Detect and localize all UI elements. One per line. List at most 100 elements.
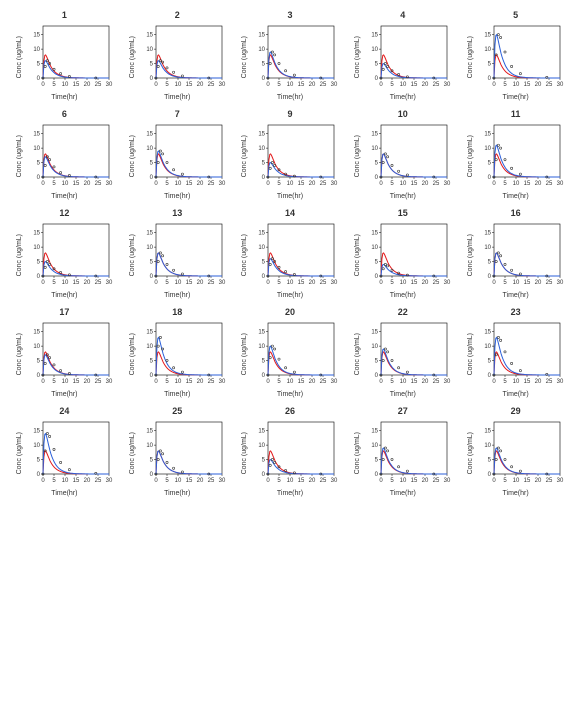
svg-text:10: 10 [513, 82, 520, 88]
obs-point [497, 34, 499, 36]
x-axis-label: Time(hr) [51, 193, 77, 200]
pk-chart: 051015202530051015 [25, 220, 113, 290]
panel-title: 25 [172, 406, 182, 416]
svg-text:20: 20 [196, 82, 203, 88]
svg-text:10: 10 [513, 181, 520, 187]
svg-text:0: 0 [380, 181, 384, 187]
svg-text:15: 15 [259, 231, 266, 237]
svg-text:25: 25 [207, 280, 214, 286]
obs-point [519, 470, 521, 472]
panel-title: 6 [62, 109, 67, 119]
x-axis-label: Time(hr) [164, 193, 190, 200]
panel-title: 12 [59, 208, 69, 218]
svg-text:15: 15 [484, 330, 491, 336]
obs-point [407, 371, 409, 373]
pk-chart: 051015202530051015 [476, 220, 564, 290]
obs-point [172, 269, 174, 271]
svg-text:10: 10 [372, 146, 379, 152]
obs-point [285, 271, 287, 273]
obs-point [53, 448, 55, 450]
svg-text:30: 30 [444, 181, 451, 187]
svg-text:5: 5 [262, 62, 266, 68]
series-red [494, 55, 560, 78]
svg-text:30: 30 [106, 280, 113, 286]
obs-point [161, 453, 163, 455]
obs-point [272, 458, 274, 460]
svg-text:0: 0 [380, 280, 384, 286]
chart-panel: 13Conc (ug/mL)051015202530051015Time(hr) [123, 208, 232, 299]
svg-text:0: 0 [41, 379, 45, 385]
svg-text:10: 10 [259, 146, 266, 152]
chart-panel: 25Conc (ug/mL)051015202530051015Time(hr) [123, 406, 232, 497]
svg-text:0: 0 [267, 181, 271, 187]
svg-text:5: 5 [503, 82, 507, 88]
svg-text:30: 30 [218, 181, 225, 187]
panel-title: 11 [511, 109, 521, 119]
chart-panel: 5Conc (ug/mL)051015202530051015Time(hr) [461, 10, 570, 101]
svg-text:10: 10 [33, 245, 40, 251]
svg-text:25: 25 [207, 181, 214, 187]
x-axis-label: Time(hr) [51, 94, 77, 101]
panel-title: 26 [285, 406, 295, 416]
svg-text:10: 10 [33, 146, 40, 152]
panel-title: 1 [62, 10, 67, 20]
svg-text:10: 10 [372, 245, 379, 251]
y-axis-label: Conc (ug/mL) [467, 333, 474, 375]
pk-chart: 051015202530051015 [363, 220, 451, 290]
obs-point [294, 74, 296, 76]
obs-point [385, 263, 387, 265]
svg-text:20: 20 [196, 478, 203, 484]
pk-chart: 051015202530051015 [363, 319, 451, 389]
svg-text:10: 10 [400, 181, 407, 187]
svg-text:5: 5 [52, 82, 56, 88]
svg-text:10: 10 [259, 47, 266, 53]
obs-point [270, 263, 272, 265]
obs-point [270, 167, 272, 169]
svg-text:30: 30 [218, 280, 225, 286]
svg-text:15: 15 [146, 429, 153, 435]
svg-text:0: 0 [488, 373, 492, 379]
svg-text:15: 15 [372, 231, 379, 237]
y-axis-label: Conc (ug/mL) [354, 135, 361, 177]
svg-text:20: 20 [196, 280, 203, 286]
x-axis-label: Time(hr) [277, 391, 303, 398]
svg-text:5: 5 [391, 379, 395, 385]
svg-text:5: 5 [278, 379, 282, 385]
y-axis-label: Conc (ug/mL) [16, 36, 23, 78]
svg-text:5: 5 [503, 379, 507, 385]
svg-text:10: 10 [146, 344, 153, 350]
svg-text:5: 5 [149, 62, 153, 68]
svg-text:20: 20 [535, 478, 542, 484]
svg-text:15: 15 [73, 82, 80, 88]
y-axis-label: Conc (ug/mL) [241, 36, 248, 78]
svg-text:15: 15 [298, 478, 305, 484]
x-axis-label: Time(hr) [164, 490, 190, 497]
svg-text:15: 15 [298, 181, 305, 187]
y-axis-label: Conc (ug/mL) [354, 333, 361, 375]
svg-text:0: 0 [262, 274, 266, 280]
pk-chart: 051015202530051015 [250, 418, 338, 488]
obs-point [166, 263, 168, 265]
obs-point [391, 458, 393, 460]
series-red [43, 154, 109, 177]
panel-title: 22 [398, 307, 408, 317]
svg-text:0: 0 [492, 379, 496, 385]
series-red [268, 253, 334, 276]
obs-point [385, 447, 387, 449]
y-axis-label: Conc (ug/mL) [354, 234, 361, 276]
pk-chart: 051015202530051015 [25, 121, 113, 191]
svg-text:0: 0 [492, 82, 496, 88]
svg-text:10: 10 [287, 478, 294, 484]
obs-point [398, 367, 400, 369]
obs-point [504, 159, 506, 161]
series-blue [381, 349, 447, 375]
svg-text:5: 5 [262, 458, 266, 464]
obs-point [59, 172, 61, 174]
y-axis-label: Conc (ug/mL) [467, 234, 474, 276]
svg-text:10: 10 [174, 379, 181, 385]
svg-text:15: 15 [524, 82, 531, 88]
svg-text:20: 20 [309, 379, 316, 385]
x-axis-label: Time(hr) [503, 292, 529, 299]
svg-text:15: 15 [185, 82, 192, 88]
pk-chart: 051015202530051015 [363, 121, 451, 191]
